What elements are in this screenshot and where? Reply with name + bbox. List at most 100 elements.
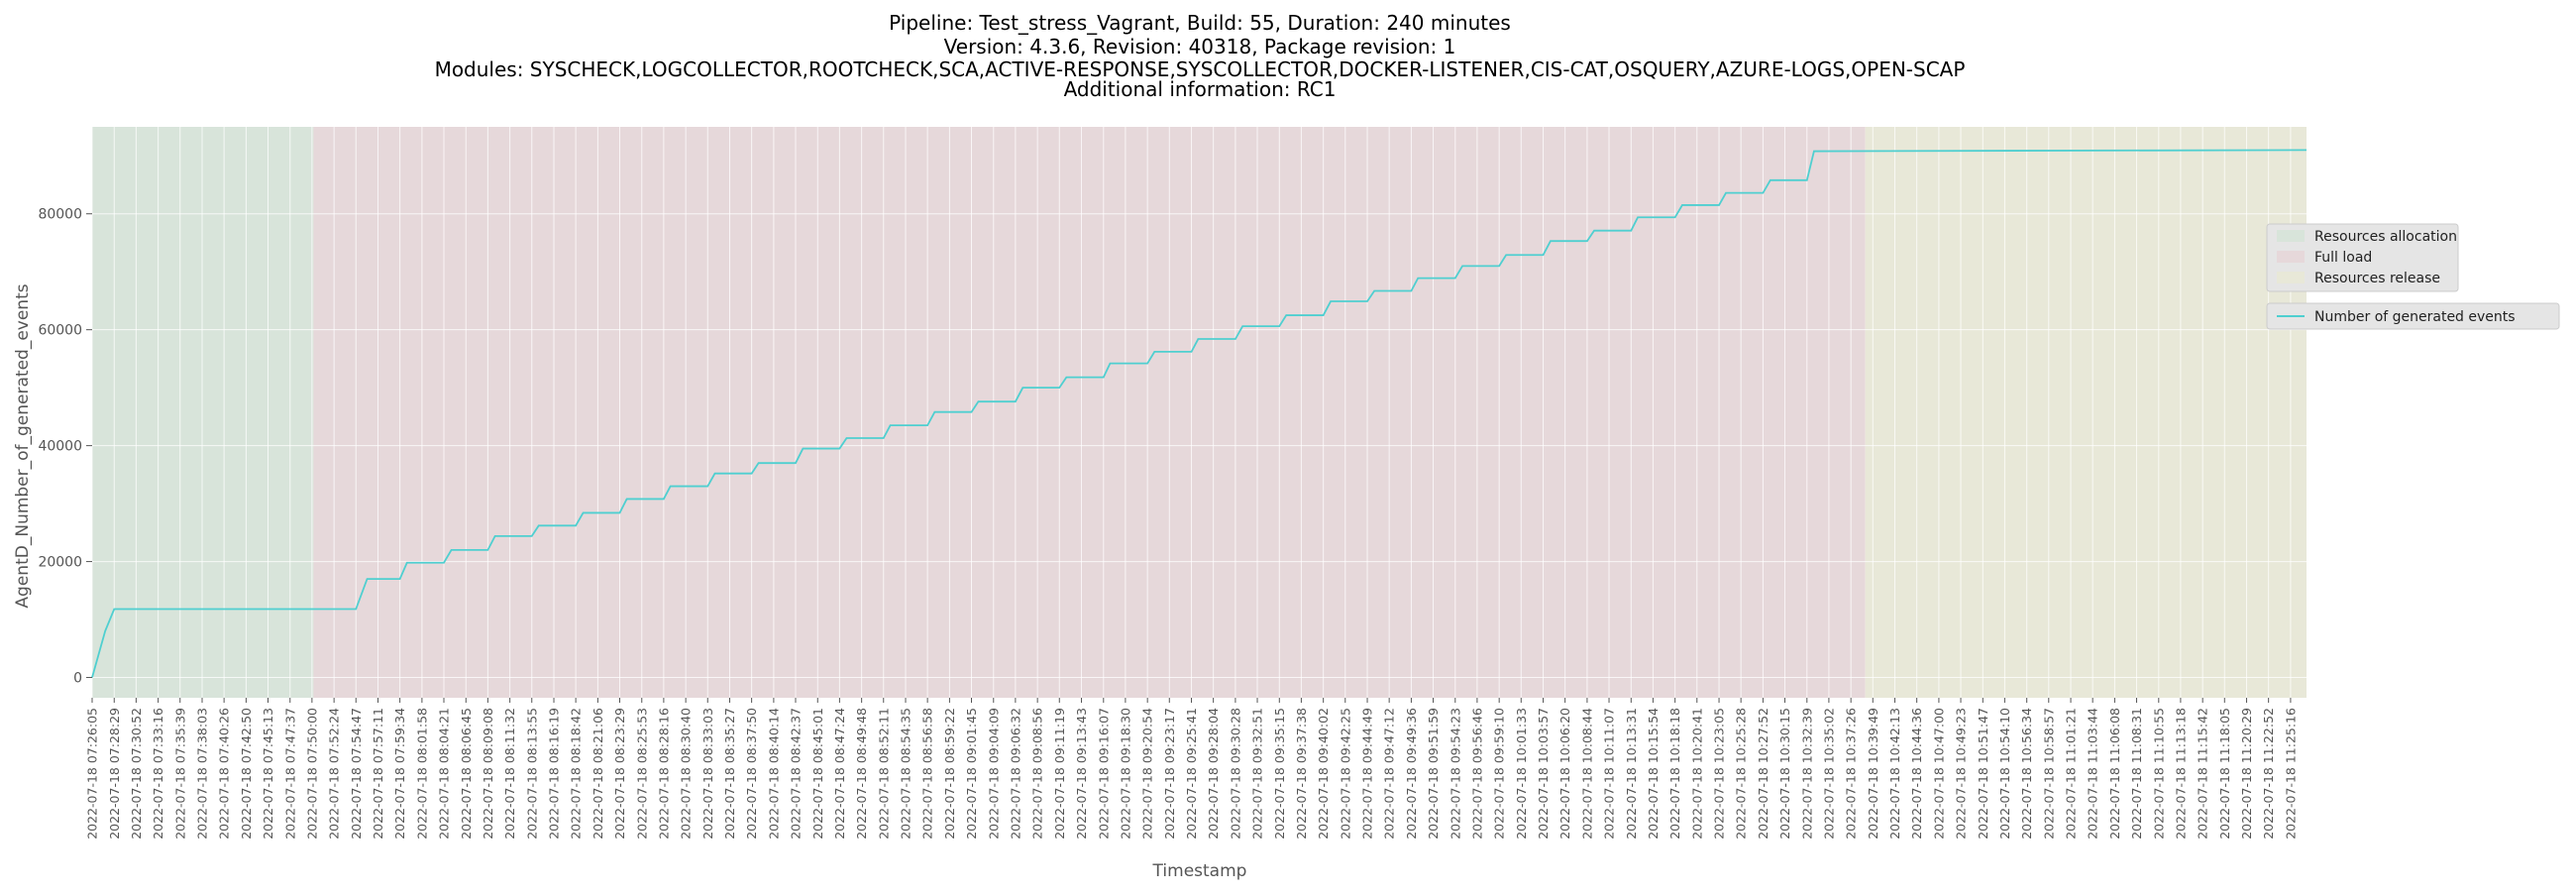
- x-tick-label: 2022-07-18 11:20:29: [2239, 708, 2254, 840]
- x-tick-label: 2022-07-18 10:35:02: [1821, 708, 1836, 840]
- x-tick-label: 2022-07-18 08:01:58: [414, 708, 429, 840]
- x-tick-label: 2022-07-18 07:30:52: [129, 708, 144, 840]
- legend-swatch: [2277, 272, 2305, 283]
- legend-swatch: [2277, 230, 2305, 242]
- x-tick-label: 2022-07-18 08:37:50: [744, 708, 759, 840]
- x-tick-label: 2022-07-18 09:20:54: [1140, 708, 1155, 840]
- x-tick-label: 2022-07-18 10:15:54: [1646, 708, 1661, 840]
- x-tick-label: 2022-07-18 10:20:41: [1689, 708, 1704, 840]
- x-tick-label: 2022-07-18 10:25:28: [1734, 708, 1749, 840]
- x-tick-label: 2022-07-18 09:08:56: [1030, 708, 1045, 840]
- y-tick-label: 80000: [38, 207, 82, 223]
- x-tick-label: 2022-07-18 07:50:00: [304, 708, 319, 840]
- x-tick-label: 2022-07-18 10:13:31: [1624, 708, 1639, 840]
- x-tick-label: 2022-07-18 11:25:16: [2283, 708, 2298, 840]
- x-tick-label: 2022-07-18 11:22:52: [2261, 708, 2276, 840]
- legend-phases: Resources allocation Full load Resources…: [2266, 223, 2459, 292]
- series-line-number-of-generated-events: [91, 149, 2308, 678]
- x-tick-label: 2022-07-18 10:03:57: [1536, 708, 1551, 840]
- x-tick-label: 2022-07-18 09:37:38: [1294, 708, 1309, 840]
- x-tick-label: 2022-07-18 08:21:06: [590, 708, 605, 840]
- x-tick-label: 2022-07-18 09:04:09: [986, 708, 1001, 840]
- x-tick-label: 2022-07-18 08:49:48: [854, 708, 869, 840]
- x-tick-label: 2022-07-18 09:51:59: [1426, 708, 1441, 840]
- x-tick-label: 2022-07-18 11:15:42: [2196, 708, 2210, 840]
- x-tick-label: 2022-07-18 09:49:36: [1404, 708, 1419, 840]
- x-tick-label: 2022-07-18 08:47:24: [832, 708, 847, 840]
- legend-item-full-load: Full load: [2277, 250, 2372, 266]
- legend-swatch: [2277, 251, 2305, 263]
- legend-item-number-of-generated-events: Number of generated events: [2277, 309, 2516, 325]
- x-tick-label: 2022-07-18 09:23:17: [1162, 708, 1177, 840]
- x-tick-label: 2022-07-18 07:42:50: [239, 708, 254, 840]
- x-tick-label: 2022-07-18 10:51:47: [1976, 708, 1990, 840]
- phase-bands: [92, 127, 2307, 698]
- x-tick-label: 2022-07-18 07:57:11: [371, 708, 385, 840]
- x-tick-label: 2022-07-18 10:32:39: [1799, 708, 1814, 840]
- y-axis-label: AgentD_Number_of_generated_events: [13, 283, 33, 608]
- x-tick-label: 2022-07-18 08:23:29: [612, 708, 627, 840]
- x-tick-label: 2022-07-18 07:33:16: [151, 708, 165, 840]
- x-tick-label: 2022-07-18 10:37:26: [1844, 708, 1859, 840]
- x-tick-label: 2022-07-18 09:13:43: [1074, 708, 1089, 840]
- x-tick-label: 2022-07-18 09:47:12: [1382, 708, 1397, 840]
- title-line-3: Modules: SYSCHECK,LOGCOLLECTOR,ROOTCHECK…: [435, 57, 1966, 81]
- x-tick-label: 2022-07-18 08:54:35: [899, 708, 913, 840]
- x-tick-label: 2022-07-18 09:42:25: [1338, 708, 1352, 840]
- x-tick-label: 2022-07-18 11:08:31: [2129, 708, 2144, 840]
- x-tick-label: 2022-07-18 07:40:26: [217, 708, 232, 840]
- x-tick-label: 2022-07-18 08:33:03: [700, 708, 715, 840]
- x-tick-label: 2022-07-18 11:18:05: [2217, 708, 2232, 840]
- x-tick-label: 2022-07-18 10:44:36: [1909, 708, 1924, 840]
- x-tick-label: 2022-07-18 09:35:15: [1272, 708, 1287, 840]
- x-tick-label: 2022-07-18 10:42:13: [1887, 708, 1902, 840]
- title-line-2: Version: 4.3.6, Revision: 40318, Package…: [944, 35, 1456, 58]
- y-axis: 0 20000 40000 60000 80000: [38, 207, 92, 687]
- legend-label: Number of generated events: [2314, 309, 2516, 325]
- x-tick-label: 2022-07-18 09:56:46: [1469, 708, 1484, 840]
- x-tick-label: 2022-07-18 09:25:41: [1184, 708, 1199, 840]
- x-tick-label: 2022-07-18 11:06:08: [2107, 708, 2122, 840]
- x-tick-label: 2022-07-18 10:08:44: [1579, 708, 1594, 840]
- x-tick-label: 2022-07-18 10:18:18: [1667, 708, 1682, 840]
- x-tick-label: 2022-07-18 07:35:39: [172, 708, 187, 840]
- x-tick-label: 2022-07-18 09:11:19: [1052, 708, 1067, 840]
- x-tick-label: 2022-07-18 08:09:08: [481, 708, 495, 840]
- x-tick-label: 2022-07-18 10:27:52: [1756, 708, 1771, 840]
- legend-item-resources-release: Resources release: [2277, 271, 2440, 286]
- x-tick-label: 2022-07-18 08:25:53: [634, 708, 649, 840]
- phase-band-full-load: [313, 127, 1866, 698]
- x-tick-label: 2022-07-18 08:13:55: [524, 708, 539, 840]
- phase-band-resources-release: [1865, 127, 2307, 698]
- x-tick-label: 2022-07-18 10:01:33: [1514, 708, 1529, 840]
- legend-label: Resources allocation: [2314, 229, 2457, 245]
- x-tick-label: 2022-07-18 09:59:10: [1492, 708, 1507, 840]
- x-tick-label: 2022-07-18 09:30:28: [1228, 708, 1242, 840]
- x-tick-label: 2022-07-18 08:42:37: [789, 708, 804, 840]
- x-tick-label: 2022-07-18 10:49:23: [1954, 708, 1969, 840]
- x-tick-label: 2022-07-18 10:06:20: [1557, 708, 1572, 840]
- grid-lines: [91, 127, 2307, 698]
- x-tick-label: 2022-07-18 09:54:23: [1448, 708, 1462, 840]
- y-tick-label: 20000: [38, 555, 82, 571]
- x-tick-label: 2022-07-18 07:59:34: [392, 708, 407, 840]
- legend-series: Number of generated events: [2266, 302, 2560, 330]
- x-tick-label: 2022-07-18 09:40:02: [1316, 708, 1331, 840]
- x-tick-label: 2022-07-18 08:11:32: [502, 708, 517, 840]
- x-tick-label: 2022-07-18 11:01:21: [2064, 708, 2079, 840]
- legend-label: Full load: [2314, 250, 2372, 266]
- x-tick-label: 2022-07-18 09:06:32: [1008, 708, 1022, 840]
- title-line-4: Additional information: RC1: [1064, 77, 1337, 101]
- x-tick-label: 2022-07-18 09:01:45: [964, 708, 979, 840]
- x-tick-label: 2022-07-18 10:11:07: [1602, 708, 1617, 840]
- x-tick-label: 2022-07-18 09:28:04: [1206, 708, 1221, 840]
- x-tick-label: 2022-07-18 08:56:58: [920, 708, 935, 840]
- x-tick-label: 2022-07-18 10:30:15: [1777, 708, 1792, 840]
- x-tick-label: 2022-07-18 07:47:37: [282, 708, 297, 840]
- x-tick-label: 2022-07-18 08:35:27: [722, 708, 737, 840]
- x-tick-label: 2022-07-18 10:58:57: [2041, 708, 2056, 840]
- x-tick-label: 2022-07-18 07:52:24: [327, 708, 342, 840]
- x-tick-label: 2022-07-18 09:32:51: [1250, 708, 1265, 840]
